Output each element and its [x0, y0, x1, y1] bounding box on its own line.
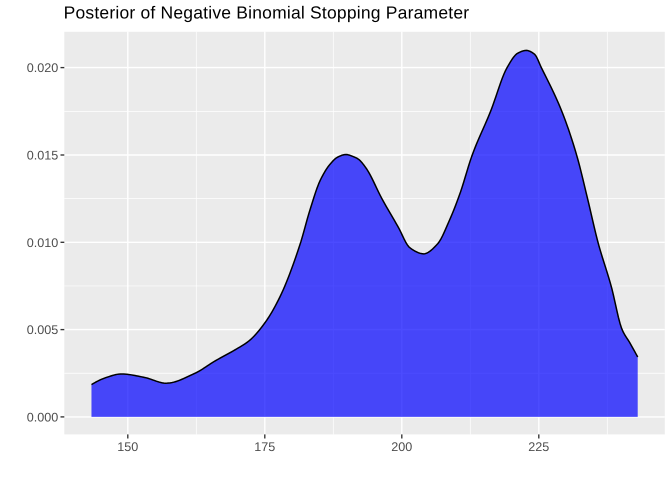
svg-text:0.000: 0.000 — [27, 411, 59, 425]
svg-text:Posterior of Negative Binomial: Posterior of Negative Binomial Stopping … — [64, 3, 470, 23]
svg-text:0.020: 0.020 — [27, 61, 59, 75]
svg-text:0.005: 0.005 — [27, 323, 59, 337]
svg-text:0.010: 0.010 — [27, 236, 59, 250]
svg-text:225: 225 — [528, 440, 549, 454]
svg-text:0.015: 0.015 — [27, 149, 59, 163]
svg-text:150: 150 — [117, 440, 138, 454]
svg-text:200: 200 — [391, 440, 412, 454]
svg-text:175: 175 — [254, 440, 275, 454]
